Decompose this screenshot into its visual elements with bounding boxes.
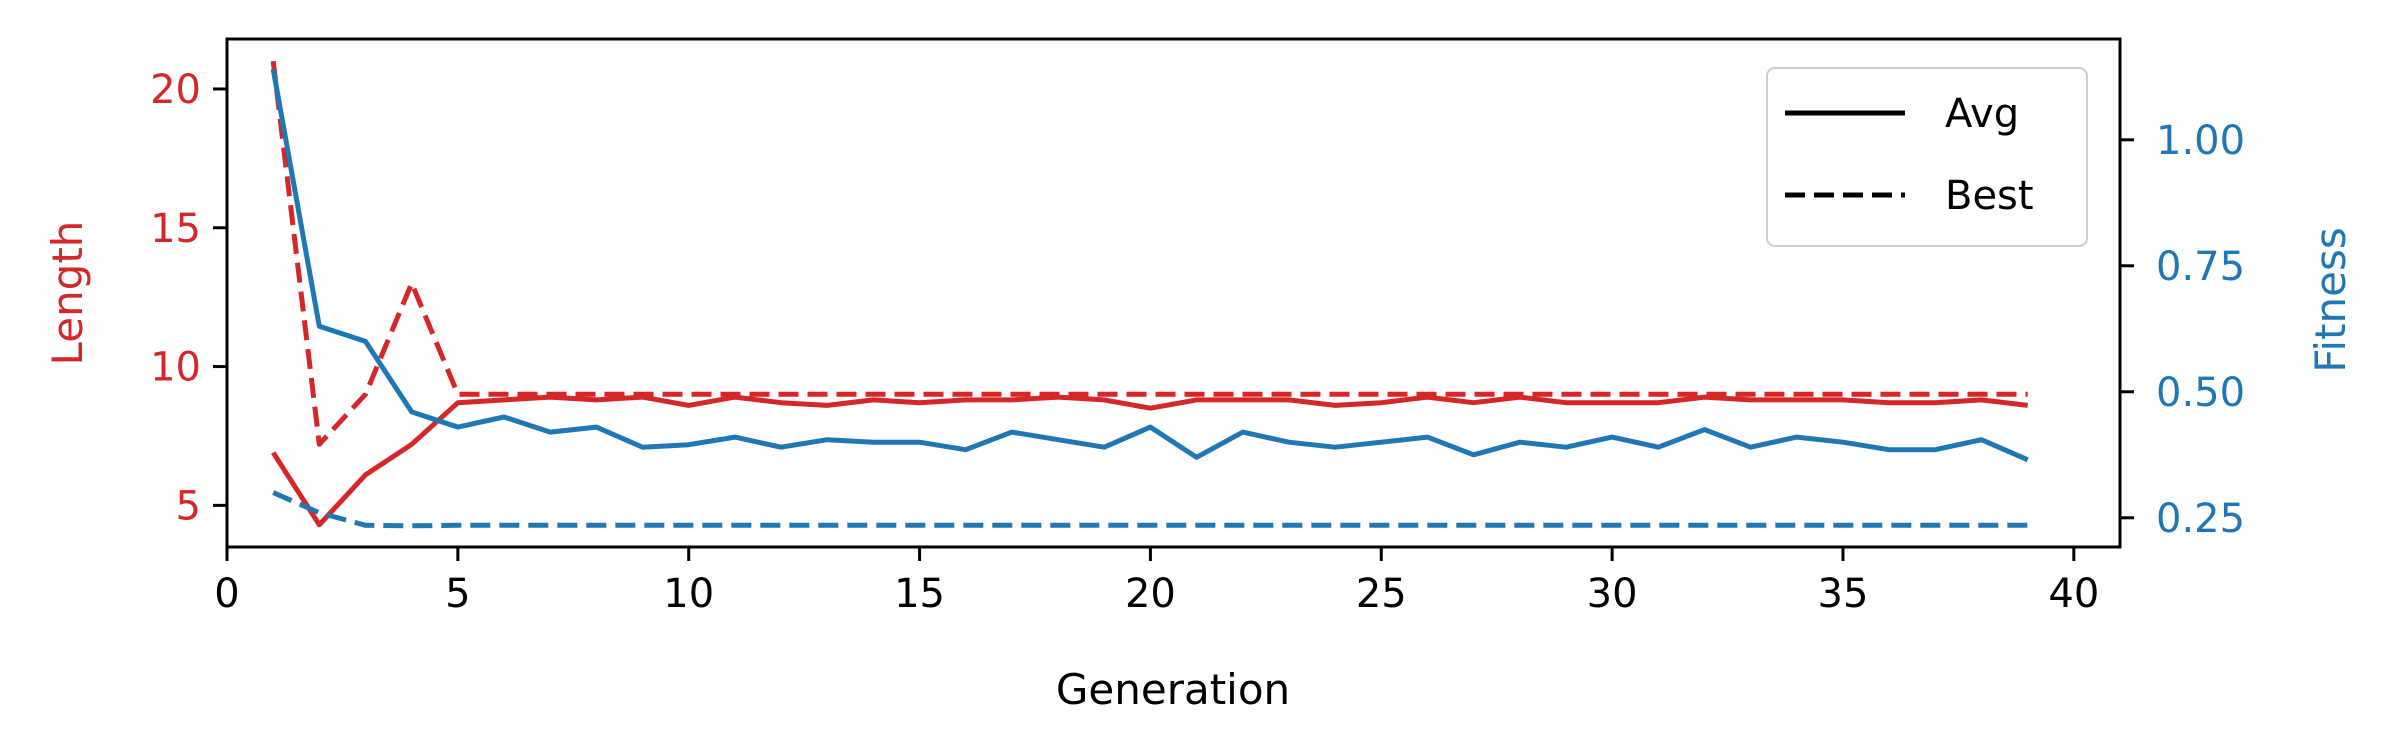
series-line-fitness-avg	[270, 68, 2029, 463]
x-tick-label: 0	[214, 571, 239, 617]
right-tick-label: 0.25	[2156, 496, 2245, 542]
legend-avg-label: Avg	[1945, 91, 2019, 137]
right-tick-label: 1.00	[2156, 118, 2245, 164]
legend: Avg Best	[1766, 67, 2088, 247]
right-axis-label: Fitness	[2306, 227, 2355, 372]
x-axis-label: Generation	[1056, 665, 1290, 714]
series-layer	[270, 60, 2029, 529]
left-tick-label: 5	[176, 483, 201, 529]
series-line-fitness-best	[272, 490, 2028, 529]
legend-best-label: Best	[1945, 173, 2034, 219]
x-tick-label: 5	[445, 571, 470, 617]
left-tick-label: 10	[150, 345, 201, 391]
left-axis-label: Length	[43, 221, 92, 366]
x-axis-ticks: 0 5 10 15 20 25 30 35 40	[214, 547, 2099, 617]
plot-frame	[225, 37, 2122, 549]
left-tick-label: 20	[150, 67, 201, 113]
x-tick-label: 40	[2048, 571, 2099, 617]
x-tick-label: 10	[663, 571, 714, 617]
right-axis-ticks: 0.25 0.50 0.75 1.00	[2120, 118, 2245, 542]
series-line-length-avg	[271, 394, 2028, 528]
right-tick-label: 0.75	[2156, 244, 2245, 290]
x-tick-label: 20	[1125, 571, 1176, 617]
left-axis-ticks: 5 10 15 20	[150, 67, 227, 529]
x-tick-label: 30	[1587, 571, 1638, 617]
right-tick-label: 0.50	[2156, 370, 2245, 416]
x-tick-label: 25	[1356, 571, 1407, 617]
left-tick-label: 15	[150, 206, 201, 252]
series-line-length-best	[270, 60, 2028, 447]
legend-box	[1766, 67, 2088, 247]
x-tick-label: 15	[894, 571, 945, 617]
x-tick-label: 35	[1818, 571, 1869, 617]
